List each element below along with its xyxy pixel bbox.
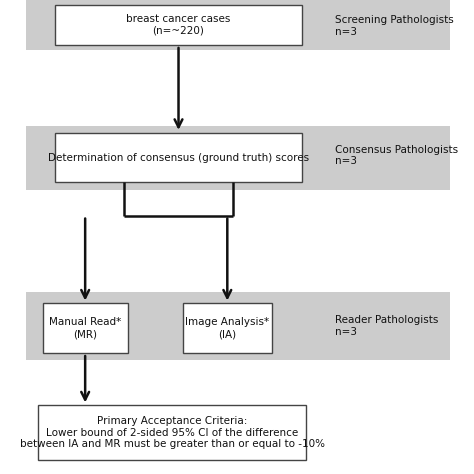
Bar — [183, 303, 272, 353]
Text: Screening Pathologists
n=3: Screening Pathologists n=3 — [336, 15, 454, 37]
Text: Reader Pathologists
n=3: Reader Pathologists n=3 — [336, 315, 439, 337]
Text: breast cancer cases
(n=~220): breast cancer cases (n=~220) — [127, 14, 231, 36]
Text: Consensus Pathologists
n=3: Consensus Pathologists n=3 — [336, 145, 459, 166]
Bar — [55, 133, 301, 182]
Text: Primary Acceptance Criteria:
Lower bound of 2-sided 95% CI of the difference
bet: Primary Acceptance Criteria: Lower bound… — [19, 416, 325, 449]
Bar — [26, 126, 450, 190]
Bar — [43, 303, 128, 353]
Text: Determination of consensus (ground truth) scores: Determination of consensus (ground truth… — [48, 153, 309, 163]
Text: Manual Read*
(MR): Manual Read* (MR) — [49, 318, 121, 339]
Bar — [55, 5, 301, 45]
Bar — [38, 405, 306, 460]
Bar — [26, 292, 450, 360]
Bar — [26, 0, 450, 50]
Text: Image Analysis*
(IA): Image Analysis* (IA) — [185, 318, 269, 339]
